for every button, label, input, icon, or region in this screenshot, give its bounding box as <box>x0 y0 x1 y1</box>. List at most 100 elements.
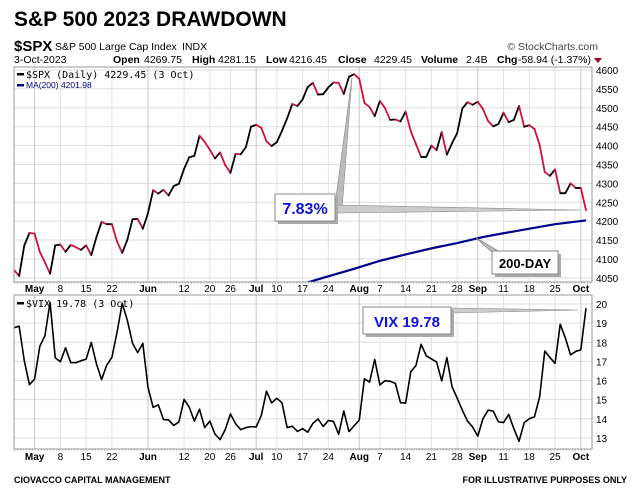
close-value: 4229.45 <box>374 54 412 66</box>
ma-legend-swatch <box>17 84 24 87</box>
x-tick-label: Sep <box>469 284 487 295</box>
spx-line-segment <box>215 152 220 158</box>
spx-y-tick-label: 4150 <box>596 236 619 247</box>
vix-y-tick-label: 16 <box>596 377 608 388</box>
vix-y-tick-label: 15 <box>596 396 608 407</box>
spx-line-segment <box>344 77 349 94</box>
spx-line-segment <box>437 132 442 150</box>
spx-y-axis: 4050410041504200425043004350440044504500… <box>596 66 619 285</box>
quote-row: Open 4269.75 High 4281.15 Low 4216.45 Cl… <box>113 54 591 66</box>
spx-line-segment <box>19 245 24 276</box>
spx-line-segment <box>220 152 225 165</box>
x-tick-label: 24 <box>323 452 335 463</box>
x-tick-label: May <box>25 284 45 295</box>
low-label: Low <box>266 54 288 66</box>
spx-y-tick-label: 4300 <box>596 179 619 190</box>
spx-line-segment <box>370 107 375 116</box>
spx-line-segment <box>66 245 71 252</box>
spx-line-segment <box>555 169 560 193</box>
spx-line-segment <box>35 234 40 252</box>
spx-line-segment <box>534 129 539 145</box>
spx-line-segment <box>112 224 117 241</box>
x-tick-label: 8 <box>58 284 64 295</box>
x-tick-label: 12 <box>178 452 190 463</box>
high-value: 4281.15 <box>218 54 256 66</box>
x-tick-label: Oct <box>573 284 590 295</box>
spx-line-segment <box>571 183 576 188</box>
drawdown-pointer <box>335 77 352 210</box>
spx-line-segment <box>24 233 29 245</box>
spx-line-segment <box>277 131 282 142</box>
vix-y-tick-label: 19 <box>596 319 608 330</box>
spx-line-segment <box>519 106 524 127</box>
spx-y-tick-label: 4350 <box>596 160 619 171</box>
spx-line-segment <box>339 83 344 94</box>
spx-line-segment <box>153 190 158 193</box>
spx-line-segment <box>354 74 359 79</box>
x-tick-label: 21 <box>426 284 438 295</box>
x-tick-label: 28 <box>452 452 464 463</box>
x-tick-label: Jul <box>249 284 264 295</box>
spx-line-segment <box>498 113 503 124</box>
x-tick-label: 24 <box>323 284 335 295</box>
x-tick-label: 14 <box>400 452 412 463</box>
spx-line-segment <box>200 136 205 142</box>
spx-line-segment <box>504 113 509 122</box>
spx-legend: $SPX (Daily) 4229.45 (3 Oct) MA(200) 420… <box>17 70 195 90</box>
spx-line-segment <box>565 183 570 193</box>
x-tick-label: Aug <box>350 284 369 295</box>
vix-y-tick-label: 13 <box>596 434 608 445</box>
x-tick-label: 14 <box>400 284 412 295</box>
vix-y-tick-label: 14 <box>596 415 608 426</box>
drawdown-text: 7.83% <box>282 201 327 218</box>
ma-legend-label: MA(200) 4201.98 <box>26 80 92 90</box>
vix-y-tick-label: 18 <box>596 338 608 349</box>
spx-line-segment <box>545 172 550 176</box>
vix-y-tick-label: 17 <box>596 357 608 368</box>
spx-line-segment <box>297 99 302 105</box>
spx-line-segment <box>411 131 416 144</box>
spx-line-segment <box>431 146 436 151</box>
x-tick-label: 18 <box>524 284 536 295</box>
volume-value: 2.4B <box>466 54 488 66</box>
open-label: Open <box>113 54 140 66</box>
x-tick-label: 15 <box>81 284 93 295</box>
exchange: INDX <box>182 41 207 53</box>
spx-line-segment <box>375 101 380 116</box>
ma-box-text: 200-DAY <box>499 256 552 271</box>
spx-line-segment <box>442 132 447 155</box>
spx-line-segment <box>452 133 457 143</box>
copyright: © StockCharts.com <box>507 41 598 53</box>
spx-y-tick-label: 4200 <box>596 217 619 228</box>
x-tick-label: Aug <box>350 452 369 463</box>
spx-line-segment <box>45 262 50 273</box>
spx-y-tick-label: 4600 <box>596 66 619 77</box>
spx-line-segment <box>86 245 91 255</box>
x-tick-label: 15 <box>81 452 93 463</box>
quote-date: 3-Oct-2023 <box>14 54 67 66</box>
chg-value: -58.94 (-1.37%) <box>518 54 591 66</box>
vix-pointer <box>450 308 578 313</box>
x-tick-label: 17 <box>297 284 309 295</box>
x-tick-label: 8 <box>58 452 64 463</box>
spx-line-segment <box>400 112 405 122</box>
spx-line-segment <box>483 109 488 121</box>
x-tick-label: 22 <box>106 284 118 295</box>
x-tick-label: May <box>25 452 45 463</box>
spx-line-segment <box>225 165 230 173</box>
spx-line-segment <box>246 127 251 147</box>
symbol: $SPX <box>14 38 52 55</box>
x-tick-label: 11 <box>498 284 509 295</box>
spx-line-segment <box>261 128 266 142</box>
x-tick-label: Jul <box>249 452 264 463</box>
spx-line-segment <box>81 245 86 250</box>
symbol-name: S&P 500 Large Cap Index <box>55 41 178 53</box>
spx-line-segment <box>241 147 246 154</box>
spx-line-segment <box>287 104 292 118</box>
x-tick-label: 26 <box>225 284 237 295</box>
spx-line-segment <box>179 169 184 184</box>
vix-annotation: VIX 19.78 <box>363 307 578 337</box>
x-tick-label: Sep <box>469 452 487 463</box>
